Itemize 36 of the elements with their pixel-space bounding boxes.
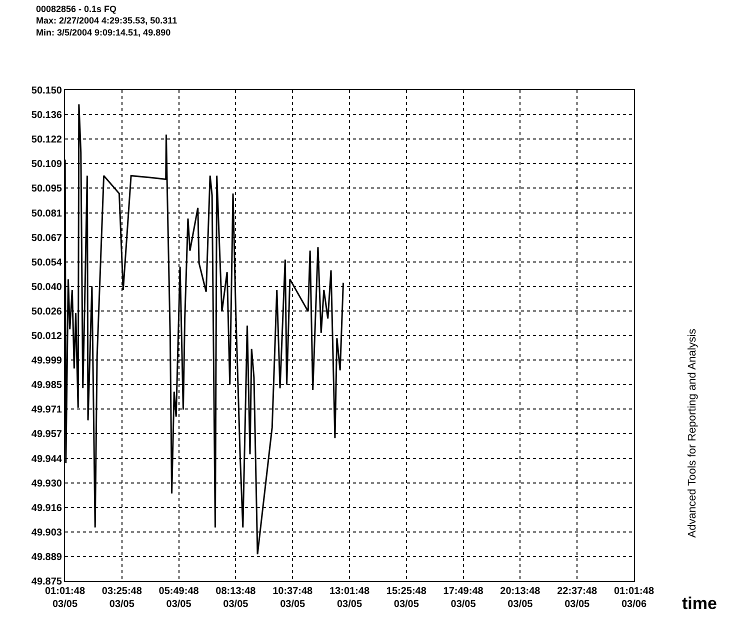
x-tick-label: 13:01:48 03/05: [329, 586, 370, 610]
y-tick-label: 50.109: [31, 159, 62, 170]
y-tick-label: 49.875: [31, 576, 62, 588]
x-tick-label: 20:13:48 03/05: [500, 586, 541, 610]
y-tick-label: 50.122: [31, 134, 62, 146]
y-tick-label: 50.040: [31, 282, 62, 293]
x-axis-title: time: [682, 594, 717, 613]
x-tick-label: 08:13:48 03/05: [216, 586, 256, 610]
x-tick-label: 05:49:48 03/05: [158, 586, 200, 610]
x-tick-label: 03:25:48 03/05: [102, 586, 142, 610]
y-tick-label: 49.971: [31, 404, 62, 416]
y-tick-label: 50.136: [31, 110, 62, 122]
x-tick-label: 15:25:48 03/05: [386, 586, 427, 610]
y-tick-label: 50.054: [31, 257, 62, 268]
y-tick-label: 50.026: [31, 306, 62, 318]
x-tick-label: 10:37:48 03/05: [272, 586, 314, 610]
y-tick-label: 50.095: [31, 184, 62, 195]
y-tick-label: 49.916: [31, 502, 62, 514]
chart-title: 00082856 - 0.1s FQ: [36, 4, 117, 14]
y-tick-label: 50.081: [31, 208, 62, 220]
y-tick-label: 49.944: [31, 454, 62, 465]
y-tick-label: 50.012: [31, 331, 62, 342]
y-tick-label: 49.957: [31, 429, 62, 440]
x-tick-label: 01:01:48 03/05: [44, 586, 86, 610]
x-tick-label: 01:01:48 03/06: [614, 586, 654, 610]
y-tick-label: 49.985: [31, 380, 62, 392]
chart-subtitle: Max: 2/27/2004 4:29:35.53, 50.311 Min: 3/5/2004 9:09:14.51, 49.890: [36, 16, 178, 38]
text: Advanced Tools for Reporting and Analysis: [686, 328, 698, 538]
y-tick-label: 50.067: [31, 232, 62, 244]
y-tick-label: 49.930: [31, 478, 62, 490]
y-tick-label: 49.903: [31, 527, 62, 538]
x-tick-label: 17:49:48 03/05: [443, 586, 484, 610]
x-tick-label: 22:37:48 03/05: [557, 586, 598, 610]
y-tick-label: 49.999: [31, 356, 62, 367]
y-tick-label: 50.150: [31, 86, 62, 96]
y-tick-label: 49.889: [31, 552, 62, 563]
